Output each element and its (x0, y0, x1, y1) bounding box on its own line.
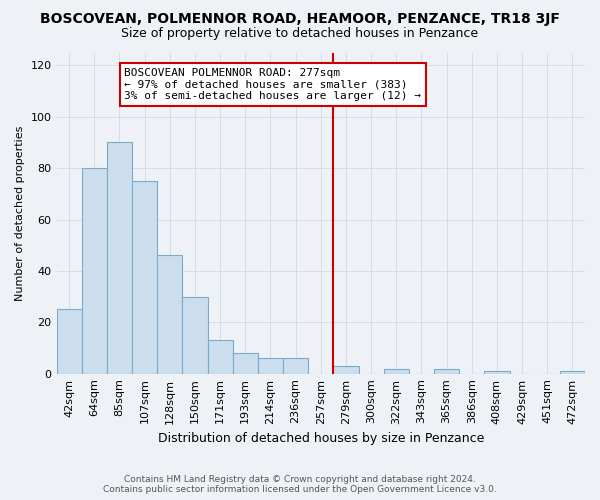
Bar (434, 368, 459, 374)
Bar (233, 353, 258, 374)
Bar (258, 358, 283, 374)
X-axis label: Distribution of detached houses by size in Penzance: Distribution of detached houses by size … (158, 432, 484, 445)
Bar (283, 358, 308, 374)
Text: Size of property relative to detached houses in Penzance: Size of property relative to detached ho… (121, 28, 479, 40)
Bar (56, 310, 82, 374)
Text: BOSCOVEAN, POLMENNOR ROAD, HEAMOOR, PENZANCE, TR18 3JF: BOSCOVEAN, POLMENNOR ROAD, HEAMOOR, PENZ… (40, 12, 560, 26)
Text: Contains HM Land Registry data © Crown copyright and database right 2024.
Contai: Contains HM Land Registry data © Crown c… (103, 474, 497, 494)
Y-axis label: Number of detached properties: Number of detached properties (15, 126, 25, 301)
Bar (182, 296, 208, 374)
Bar (132, 181, 157, 374)
Bar (208, 340, 233, 374)
Bar (107, 142, 132, 374)
Bar (484, 371, 509, 374)
Bar (157, 256, 182, 374)
Bar (560, 371, 585, 374)
Bar (334, 366, 359, 374)
Bar (383, 368, 409, 374)
Text: BOSCOVEAN POLMENNOR ROAD: 277sqm
← 97% of detached houses are smaller (383)
3% o: BOSCOVEAN POLMENNOR ROAD: 277sqm ← 97% o… (124, 68, 421, 101)
Bar (82, 168, 107, 374)
